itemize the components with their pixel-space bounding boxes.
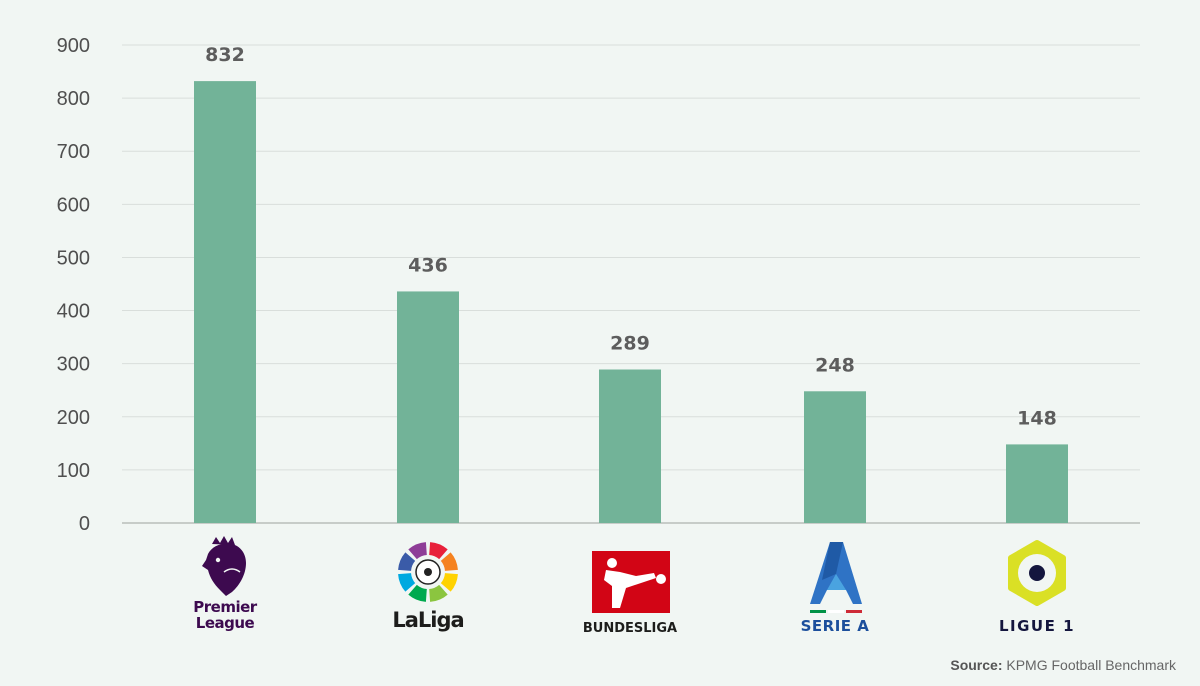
bars: [194, 81, 1068, 524]
logo-text: SERIE A: [801, 617, 870, 635]
y-tick-label: 600: [57, 194, 90, 216]
y-tick-label: 500: [57, 247, 90, 269]
y-tick-label: 0: [79, 513, 90, 535]
data-label: 832: [205, 44, 245, 66]
laliga-logo: [398, 542, 458, 602]
data-label: 436: [408, 254, 448, 276]
y-tick-label: 200: [57, 407, 90, 429]
bar: [1006, 444, 1068, 523]
y-tick-label: 100: [57, 460, 90, 482]
y-axis: 0 100 200 300 400 500 600 700 800 900: [57, 35, 90, 535]
logo-text-line-1: Premier: [193, 598, 258, 616]
bar: [397, 291, 459, 523]
bundesliga-logo: [592, 551, 670, 613]
y-tick-label: 300: [57, 354, 90, 376]
bar: [804, 391, 866, 523]
data-label: 148: [1017, 407, 1057, 429]
premier-league-logo: [202, 536, 246, 596]
data-label: 289: [610, 333, 650, 355]
y-tick-label: 900: [57, 35, 90, 57]
bar: [599, 369, 661, 523]
logo-text: LIGUE 1: [999, 617, 1075, 635]
serie-a-logo: [810, 542, 862, 613]
bar: [194, 81, 256, 524]
gridlines: [122, 44, 1140, 524]
logo-text: LaLiga: [392, 608, 463, 632]
source-text: KPMG Football Benchmark: [1006, 657, 1176, 673]
logo-text: BUNDESLIGA: [583, 621, 677, 636]
ligue-1-logo: [1008, 540, 1066, 606]
y-tick-label: 800: [57, 88, 90, 110]
source-label: Source:: [950, 657, 1003, 673]
data-label: 248: [815, 354, 855, 376]
data-labels: 832 436 289 248 148: [205, 44, 1057, 429]
y-tick-label: 700: [57, 141, 90, 163]
source-note: Source: KPMG Football Benchmark: [950, 657, 1176, 673]
logo-text-line-2: League: [196, 614, 255, 632]
y-tick-label: 400: [57, 301, 90, 323]
